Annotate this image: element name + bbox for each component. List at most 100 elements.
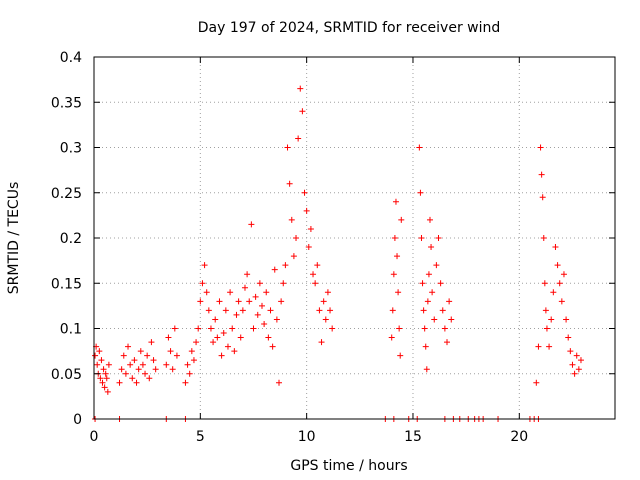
data-point-marker [297, 85, 304, 92]
x-tick-label: 20 [510, 429, 528, 445]
data-point-marker [305, 244, 312, 251]
data-point-marker [425, 271, 432, 278]
x-tick-label: 5 [196, 429, 205, 445]
data-point-marker [139, 361, 146, 368]
data-point-marker [418, 235, 425, 241]
data-point-marker [398, 216, 405, 223]
data-point-marker [441, 325, 448, 332]
data-point-marker [324, 289, 331, 296]
data-point-marker [137, 348, 144, 355]
data-point-marker [543, 325, 550, 332]
data-point-marker [105, 361, 112, 368]
data-point-marker [293, 235, 300, 241]
data-point-marker [265, 334, 272, 341]
data-point-marker [422, 343, 429, 350]
data-point-marker [214, 334, 221, 341]
data-point-marker [205, 307, 212, 314]
data-point-marker [182, 379, 189, 386]
grid-lines [94, 57, 615, 419]
data-point-marker [199, 280, 206, 287]
data-point-marker [569, 361, 576, 368]
data-point-marker [426, 216, 433, 223]
data-point-marker [261, 320, 268, 327]
data-point-marker [388, 334, 395, 341]
data-point-marker [428, 244, 435, 251]
data-point-marker [444, 339, 451, 346]
data-point-marker [318, 339, 325, 346]
data-markers [92, 85, 584, 422]
data-point-marker [224, 343, 231, 350]
data-point-marker [392, 198, 399, 205]
data-point-marker [571, 370, 578, 377]
data-point-marker [252, 293, 259, 300]
data-point-marker [533, 379, 540, 386]
data-point-marker [193, 339, 200, 346]
y-axis-label: SRMTID / TECUs [6, 182, 22, 295]
data-point-marker [263, 289, 270, 296]
data-point-marker [540, 235, 547, 241]
data-point-marker [420, 307, 427, 314]
x-tick-label: 0 [90, 429, 99, 445]
data-point-marker [129, 375, 136, 382]
data-point-marker [397, 352, 404, 359]
data-point-marker [218, 352, 225, 359]
data-point-marker [286, 180, 293, 187]
data-point-marker [258, 302, 265, 309]
data-point-marker [125, 343, 132, 350]
data-point-marker [122, 370, 129, 377]
data-point-marker [565, 334, 572, 341]
data-point-marker [103, 375, 110, 382]
data-point-marker [116, 379, 123, 386]
data-point-marker [310, 271, 317, 278]
data-point-marker [210, 339, 217, 346]
data-point-marker [173, 352, 180, 359]
data-point-marker [554, 262, 561, 269]
data-point-marker [241, 284, 248, 291]
y-tick-label: 0.2 [60, 231, 82, 247]
data-point-marker [278, 298, 285, 305]
data-point-marker [535, 343, 542, 350]
data-point-marker [184, 361, 191, 368]
data-point-marker [227, 289, 234, 296]
data-point-marker [435, 235, 442, 241]
data-point-marker [552, 244, 559, 251]
y-tick-label: 0.15 [51, 276, 82, 292]
data-point-marker [395, 289, 402, 296]
data-point-marker [288, 216, 295, 223]
data-point-marker [437, 280, 444, 287]
data-point-marker [312, 280, 319, 287]
data-point-marker [231, 348, 238, 355]
data-point-marker [254, 311, 261, 318]
data-point-marker [248, 221, 255, 228]
data-point-marker [220, 330, 227, 337]
data-point-marker [171, 325, 178, 332]
data-point-marker [541, 280, 548, 287]
data-point-marker [188, 348, 195, 355]
data-point-marker [394, 253, 401, 260]
data-point-marker [322, 316, 329, 323]
data-point-marker [550, 289, 557, 296]
data-point-marker [423, 366, 430, 373]
data-point-marker [573, 352, 580, 359]
data-point-marker [448, 316, 455, 323]
data-point-marker [276, 379, 283, 386]
data-point-marker [186, 370, 193, 377]
data-point-marker [556, 280, 563, 287]
data-point-marker [102, 370, 109, 377]
data-point-marker [267, 307, 274, 314]
data-point-marker [290, 253, 297, 260]
data-point-marker [419, 280, 426, 287]
data-point-marker [421, 325, 428, 332]
x-tick-label: 15 [404, 429, 422, 445]
data-point-marker [416, 144, 423, 151]
data-point-marker [256, 280, 263, 287]
y-tick-label: 0.4 [60, 50, 82, 66]
data-point-marker [203, 289, 210, 296]
data-point-marker [282, 262, 289, 269]
data-point-marker [250, 325, 257, 332]
data-point-marker [150, 357, 157, 364]
data-point-marker [537, 144, 544, 151]
x-tick-label: 10 [298, 429, 316, 445]
data-point-marker [396, 325, 403, 332]
data-point-marker [269, 343, 276, 350]
